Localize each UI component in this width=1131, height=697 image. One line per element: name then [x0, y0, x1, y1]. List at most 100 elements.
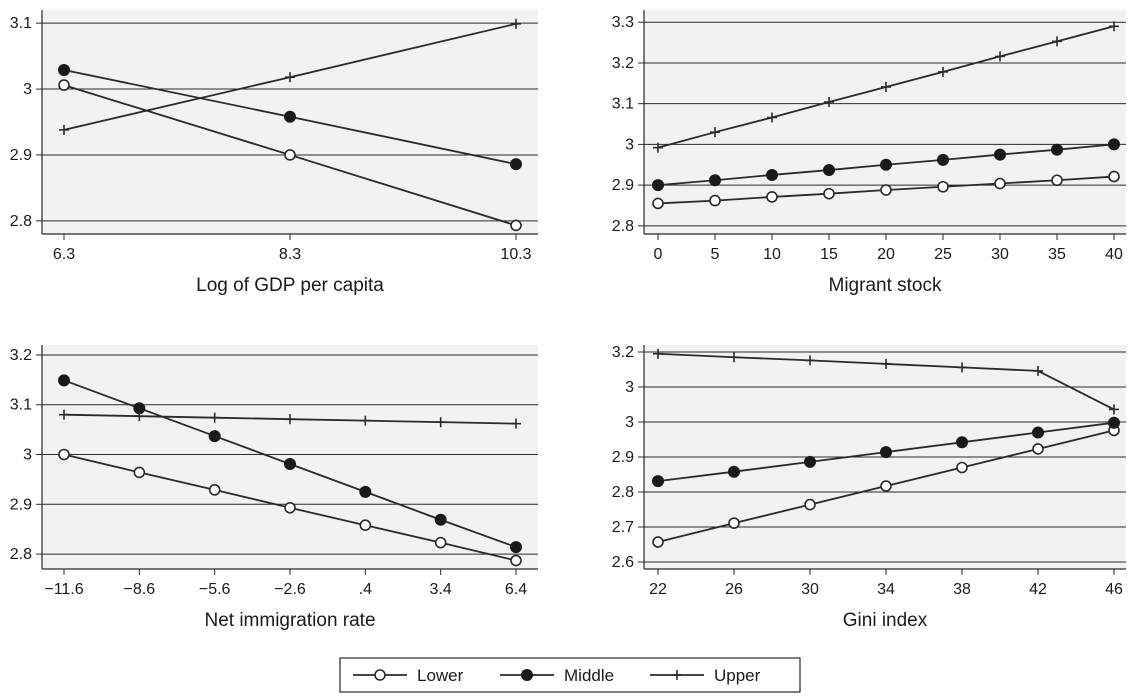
y-tick-label: 3.1: [612, 96, 634, 113]
y-tick-label: 2.9: [10, 147, 32, 164]
panel-net-immigration-rate: 2.8 2.9 3 3.1 3.2 −11.6 −8.6 −5.6 −2.6 .4 3.4 6.4 Ne…: [10, 345, 538, 631]
point-lower: [880, 184, 892, 196]
y-tick-label: 3: [625, 414, 634, 431]
point-middle: [804, 455, 816, 468]
point-lower: [133, 466, 146, 479]
x-tick-label: 5: [711, 246, 720, 263]
point-lower: [434, 536, 447, 549]
point-upper: [1109, 21, 1119, 32]
point-middle: [880, 158, 892, 171]
point-middle: [937, 153, 949, 166]
point-upper: [435, 417, 446, 428]
x-axis-title: Migrant stock: [829, 275, 942, 296]
point-lower: [1108, 170, 1120, 183]
point-lower: [1032, 443, 1044, 455]
point-lower: [804, 498, 816, 511]
point-middle: [1108, 416, 1120, 429]
point-middle: [284, 110, 296, 123]
point-upper: [59, 124, 69, 135]
x-tick-label: −2.6: [274, 581, 306, 598]
point-upper: [995, 51, 1005, 62]
x-tick-label: 30: [991, 246, 1009, 263]
y-tick-label: 3.2: [612, 344, 634, 361]
point-lower: [510, 554, 522, 567]
point-middle: [284, 457, 296, 470]
y-tick-label: 3: [625, 379, 634, 396]
y-tick-label: 3: [625, 136, 634, 153]
point-lower: [728, 517, 740, 529]
y-tick-label: 2.8: [10, 213, 32, 230]
point-middle: [994, 148, 1006, 161]
x-tick-label: 10.3: [500, 246, 531, 263]
point-lower: [709, 194, 721, 207]
point-upper: [938, 66, 948, 77]
point-lower: [208, 484, 221, 496]
point-middle: [208, 430, 221, 443]
point-middle: [510, 541, 522, 554]
x-tick-label: −8.6: [124, 581, 156, 598]
y-tick-label: 2.8: [612, 218, 634, 235]
point-lower: [284, 149, 296, 161]
y-tick-label: 2.6: [612, 554, 634, 571]
point-middle: [823, 164, 835, 177]
x-tick-label: 6.4: [505, 581, 527, 598]
point-lower: [823, 187, 835, 200]
point-middle: [652, 179, 664, 192]
x-tick-label: .4: [359, 581, 372, 598]
point-middle: [709, 174, 721, 187]
legend-item-middle: Middle: [500, 666, 614, 685]
plot-area: [42, 345, 538, 569]
x-tick-label: 3.4: [430, 581, 452, 598]
point-upper: [1109, 404, 1119, 415]
point-middle: [359, 485, 372, 498]
x-tick-label: 35: [1048, 246, 1066, 263]
point-upper: [767, 112, 777, 123]
point-lower: [652, 536, 664, 548]
legend-item-upper: Upper: [650, 666, 761, 685]
point-middle: [956, 436, 968, 449]
point-lower: [956, 461, 968, 474]
x-tick-label: 6.3: [53, 246, 75, 263]
point-upper: [59, 409, 69, 420]
y-tick-label: 3.2: [10, 347, 32, 364]
x-tick-label: 46: [1105, 581, 1123, 598]
point-lower: [937, 180, 949, 193]
legend-marker: [672, 670, 682, 680]
legend-item-lower: Lower: [353, 666, 464, 685]
point-lower: [1051, 174, 1063, 187]
x-tick-label: 25: [934, 246, 952, 263]
x-tick-label: 42: [1029, 581, 1047, 598]
point-upper: [653, 142, 663, 153]
x-tick-label: 34: [877, 581, 895, 598]
legend-box: [339, 657, 801, 693]
x-axis-title: Log of GDP per capita: [196, 275, 384, 296]
point-upper: [285, 414, 295, 425]
point-middle: [652, 475, 664, 488]
y-tick-label: 2.9: [10, 496, 32, 513]
point-lower: [58, 448, 70, 461]
x-tick-label: 0: [654, 246, 663, 263]
point-lower: [510, 219, 522, 232]
point-middle: [1051, 143, 1063, 156]
x-tick-label: 22: [649, 581, 667, 598]
x-tick-label: 20: [877, 246, 895, 263]
point-upper: [209, 412, 220, 423]
legend-marker: [374, 669, 386, 681]
x-tick-label: 38: [953, 581, 971, 598]
x-tick-label: 15: [820, 246, 838, 263]
point-lower: [652, 197, 664, 210]
y-tick-label: 3.2: [612, 55, 634, 72]
point-middle: [510, 158, 522, 171]
x-axis-title: Gini index: [843, 610, 928, 631]
y-tick-label: 3: [23, 81, 32, 98]
y-tick-label: 2.7: [612, 519, 634, 536]
point-upper: [824, 97, 834, 108]
point-upper: [881, 81, 891, 92]
point-lower: [284, 501, 296, 514]
x-tick-label: 30: [801, 581, 819, 598]
point-upper: [511, 18, 521, 29]
point-lower: [766, 191, 778, 203]
legend-marker: [521, 669, 533, 681]
x-tick-label: −11.6: [44, 581, 83, 598]
y-tick-label: 3: [23, 447, 32, 464]
